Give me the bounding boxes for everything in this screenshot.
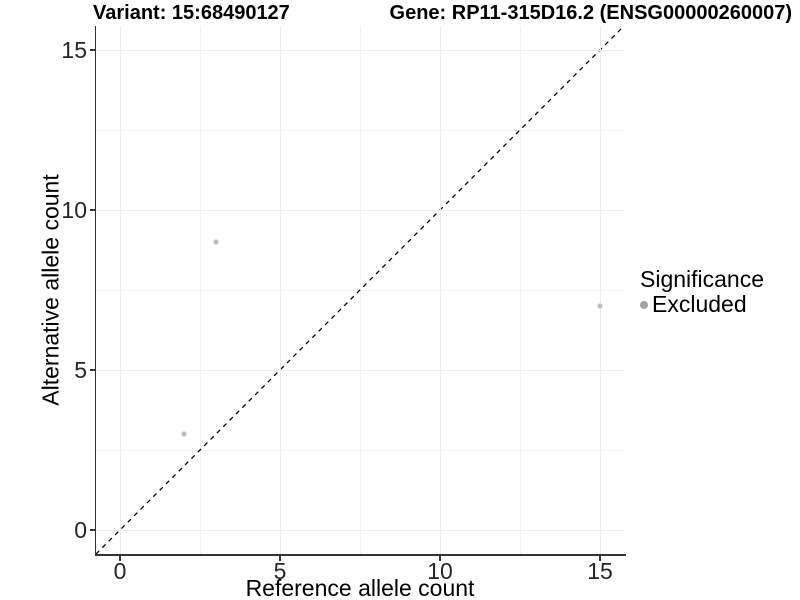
- x-axis-tick-label: 15: [587, 558, 613, 584]
- data-point: [213, 239, 219, 245]
- y-axis-line: [94, 26, 96, 556]
- plot-title-variant: Variant: 15:68490127: [93, 2, 290, 24]
- plot-title-gene: Gene: RP11-315D16.2 (ENSG00000260007): [389, 2, 792, 24]
- x-axis-title: Reference allele count: [245, 575, 475, 600]
- x-axis-tick-label: 5: [273, 558, 287, 584]
- legend-entry-label: Excluded: [652, 291, 747, 317]
- x-axis-tick-label: 0: [113, 558, 127, 584]
- minor-gridline-horizontal: [96, 449, 624, 451]
- legend: Significance Excluded: [640, 267, 764, 317]
- data-point: [597, 303, 603, 309]
- x-axis-tick-mark: [119, 555, 121, 561]
- x-axis-tick-mark: [599, 555, 601, 561]
- major-gridline-horizontal: [96, 529, 624, 531]
- y-axis-tick-mark: [89, 529, 95, 531]
- major-gridline-vertical: [439, 26, 441, 554]
- x-axis-tick-mark: [439, 555, 441, 561]
- identity-reference-line: [96, 26, 624, 554]
- legend-title: Significance: [640, 266, 765, 292]
- y-axis-tick-mark: [89, 49, 95, 51]
- y-axis-tick-label: 0: [74, 517, 87, 543]
- y-axis-title: Alternative allele count: [37, 174, 64, 406]
- legend-key-point-icon: [640, 300, 648, 309]
- major-gridline-horizontal: [96, 49, 624, 51]
- major-gridline-vertical: [279, 26, 281, 554]
- y-axis-tick-label: 15: [61, 37, 87, 63]
- y-axis-tick-mark: [89, 369, 95, 371]
- x-axis-tick-label: 10: [427, 558, 453, 584]
- x-axis-line: [94, 554, 626, 556]
- legend-entry: Excluded: [640, 292, 764, 317]
- major-gridline-horizontal: [96, 209, 624, 211]
- y-axis-tick-label: 10: [61, 197, 87, 223]
- minor-gridline-vertical: [199, 26, 201, 554]
- data-point: [181, 431, 187, 437]
- y-axis-tick-mark: [89, 209, 95, 211]
- x-axis-tick-mark: [279, 555, 281, 561]
- plot-panel: [96, 26, 624, 554]
- major-gridline-vertical: [599, 26, 601, 554]
- major-gridline-vertical: [119, 26, 121, 554]
- y-axis-tick-label: 5: [74, 357, 87, 383]
- major-gridline-horizontal: [96, 369, 624, 371]
